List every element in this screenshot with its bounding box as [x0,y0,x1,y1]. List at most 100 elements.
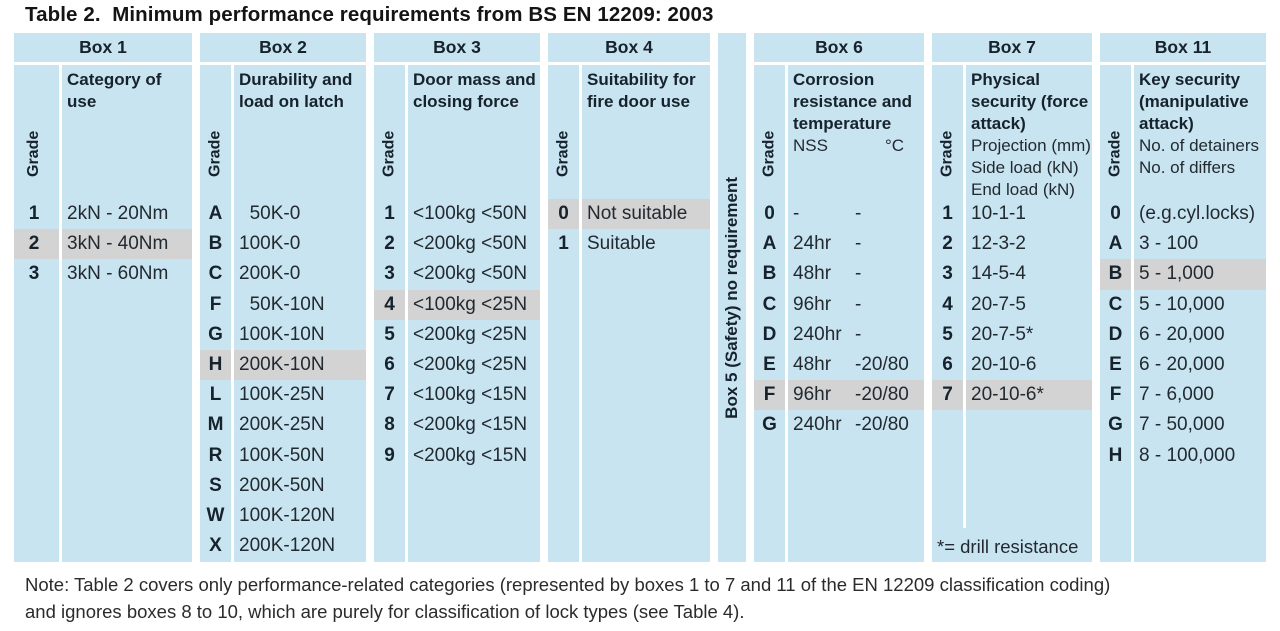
value-cell: 200K-10N [239,354,325,376]
grade-axis-label: Grade [380,130,398,178]
value-cell: 6 - 20,000 [1139,323,1225,345]
box-subtitle: Key security (manipulative attack) No. of… [1100,69,1266,179]
box-subtitle: Door mass and closing force [374,69,540,113]
value-cell: <200kg <25N [413,323,528,345]
value-cell: 240hr -20/80 [785,414,909,436]
grade-axis-label: Grade [1106,130,1124,178]
value-cell: 100K-10N [239,323,325,345]
table-row: 7 <100kg <15N [374,380,540,410]
column-box2: Box 2 Durability and load on latch Grade A … [200,33,366,562]
value-cell: 48hr - [785,263,861,285]
value-cell: 6 - 20,000 [1139,354,1225,376]
value-cell: 200K-50N [239,474,325,496]
grade-cell: R [208,444,223,466]
temp-value: - [855,323,862,345]
rows: 0- - A 24hr - B 48hr - C 96hr - D 240hr - E 48hr -20/80 F… [754,199,924,441]
value-cell: 200K-25N [239,414,325,436]
grade-cell: 1 [942,203,953,225]
table-row: 6 20-10-6 [932,350,1092,380]
grade-cell: 0 [558,203,569,225]
table-row-highlighted: F 96hr -20/80 [754,380,924,411]
table-row: A 24hr - [754,229,924,259]
page-title: Table 2. Minimum performance requirement… [25,3,714,26]
value-cell: 50K-10N [239,293,325,315]
grade-axis-label: Grade [25,130,42,178]
temp-value: - [855,263,862,285]
table-row: E 6 - 20,000 [1100,350,1266,380]
column-box7: Box 7 Physical security (force attack) Pro… [932,33,1092,562]
table-row: 5 20-7-5* [932,320,1092,350]
column-box4: Box 4 Suitability for fire door use Grade 0… [548,33,710,562]
temp-value: - [855,233,862,255]
table-row: C 96hr - [754,290,924,320]
rows: 0 (e.g.cyl.locks) A 3 - 100 B 5 - 1,000 C 5 - 1… [1100,199,1266,471]
box-header: Box 1 [14,33,192,62]
box-subtitle-line: Side load (kN) [971,158,1079,177]
value-cell: 240hr - [785,324,861,346]
value-cell: 20-7-5 [971,293,1026,315]
grade-cell: 9 [384,444,395,466]
grade-cell: 2 [942,233,953,255]
grade-cell: 2 [384,233,395,255]
value-cell: 200K-0 [239,263,301,285]
value-cell: 2kN - 20Nm [67,203,169,225]
value-cell: 14-5-4 [971,263,1026,285]
box-body: Key security (manipulative attack) No. of… [1100,65,1266,562]
box-subtitle-text: Corrosion resistance and temperature [793,70,913,133]
nss-value: 96hr [793,384,832,406]
grade-cell: L [209,384,222,406]
box-subtitle-text: Physical security (force attack) [971,70,1089,133]
table-row: D 240hr - [754,320,924,350]
grade-cell: 6 [942,354,953,376]
box5-vertical-label: Box 5 (Safety) no requirement [722,176,741,419]
grade-cell: W [206,504,225,526]
column-divider-line [785,65,788,562]
grade-cell: 1 [384,203,395,225]
box-header: Box 2 [200,33,366,62]
temp-value: - [855,203,862,225]
rows: 1 <100kg <50N 2 <200kg <50N 3 <200kg <50N 4 <10… [374,199,540,471]
table-row-highlighted: 4 <100kg <25N [374,289,540,320]
table-row: H 8 - 100,000 [1100,441,1266,471]
box-header: Box 6 [754,33,924,62]
value-cell: (e.g.cyl.locks) [1139,203,1256,225]
grade-cell: M [207,414,224,436]
nss-value: - [793,203,800,225]
grade-cell: 4 [384,293,395,315]
value-cell: 100K-25N [239,384,325,406]
table-row: 5 <200kg <25N [374,320,540,350]
value-cell: <100kg <50N [413,203,528,225]
box-header: Box 7 [932,33,1092,62]
box-subtitle-text: Key security (manipulative attack) [1139,70,1249,133]
box-header: Box 3 [374,33,540,62]
box-subtitle-line: No. of detainers [1139,136,1260,155]
grade-cell: 7 [384,384,395,406]
grade-cell: B [208,233,223,255]
box-body: Door mass and closing force Grade 1 <100kg … [374,65,540,562]
grade-cell: 3 [942,263,953,285]
value-cell: 5 - 1,000 [1139,263,1214,285]
grade-cell: 8 [384,414,395,436]
column-box1: Box 1 Category of use Grade 1 2kN - 20Nm 2 3kN… [14,33,192,562]
column-divider-line [579,65,582,562]
table-row: C 5 - 10,000 [1100,290,1266,320]
value-cell: 7 - 6,000 [1139,384,1214,406]
box-subtitle-line: No. of differs [1139,158,1236,177]
box-body: Durability and load on latch Grade A 50K-0… [200,65,366,562]
note-line: and ignores boxes 8 to 10, which are pur… [25,601,745,622]
table-row: 1 2kN - 20Nm [14,199,192,229]
grade-axis-label: Grade [206,130,224,178]
table-row: 1 10-1-1 [932,199,1092,229]
grade-cell: F [209,293,222,315]
grade-axis-label: Grade [760,130,778,178]
temp-value: -20/80 [855,384,909,406]
unit-header-row: NSS °C [793,135,922,157]
grade-cell: B [762,263,777,285]
rows: 1 2kN - 20Nm 2 3kN - 40Nm 3 3kN - 60Nm [14,199,192,290]
value-cell: 50K-0 [239,203,301,225]
table-row: S 200K-50N [200,471,366,501]
value-cell: <200kg <15N [413,444,528,466]
grade-cell: E [763,354,776,376]
table-row-highlighted: B 5 - 1,000 [1100,259,1266,290]
table-row: B 48hr - [754,259,924,289]
